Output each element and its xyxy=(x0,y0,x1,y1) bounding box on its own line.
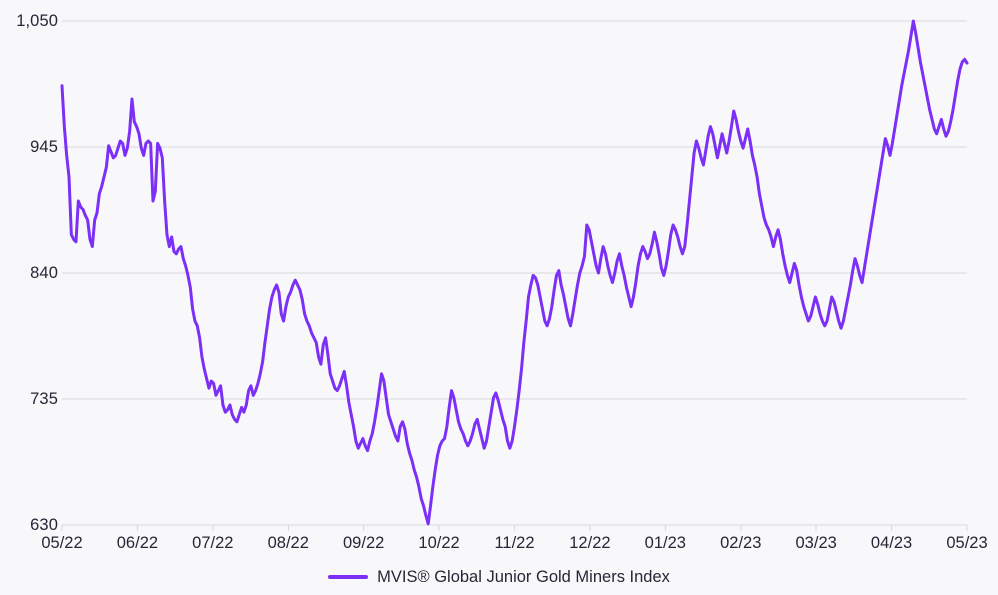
plot-area xyxy=(60,19,969,531)
x-axis-tick-label: 10/22 xyxy=(418,534,460,552)
x-axis-tick-label: 05/22 xyxy=(41,534,83,552)
x-axis-tick-label: 11/22 xyxy=(494,534,535,552)
y-axis-labels: 630 735 840 945 1,050 xyxy=(0,0,58,560)
y-axis-tick-label: 840 xyxy=(30,264,58,282)
y-axis-tick-label: 735 xyxy=(30,390,58,408)
chart-svg xyxy=(60,19,969,531)
x-axis-tick-label: 09/22 xyxy=(343,534,385,552)
legend-label: MVIS® Global Junior Gold Miners Index xyxy=(377,567,670,586)
x-axis-tick-label: 03/23 xyxy=(795,534,837,552)
x-axis-tick-label: 05/23 xyxy=(946,534,988,552)
gridlines xyxy=(62,20,967,526)
x-axis-tick-label: 01/23 xyxy=(644,534,686,552)
x-axis-tick-label: 02/23 xyxy=(720,534,762,552)
y-axis-tick-label: 945 xyxy=(30,138,58,156)
legend-color-swatch xyxy=(328,575,369,579)
series-line-mvis-global-junior-gold-miners-index xyxy=(60,19,969,526)
x-axis-tick-label: 04/23 xyxy=(870,534,913,552)
x-axis-tick-label: 07/22 xyxy=(192,534,234,552)
x-axis-ticks xyxy=(61,524,968,531)
x-axis-tick-label: 12/22 xyxy=(569,534,611,552)
chart-legend: MVIS® Global Junior Gold Miners Index xyxy=(0,562,998,592)
x-axis-tick-label: 06/22 xyxy=(116,534,159,552)
x-axis-tick-label: 08/22 xyxy=(267,534,309,552)
x-axis-labels: 05/22 06/22 07/22 08/22 09/22 10/22 11/22 12/22… xyxy=(0,528,998,558)
y-axis-tick-label: 630 xyxy=(30,516,58,534)
y-axis-tick-label: 1,050 xyxy=(16,12,58,30)
